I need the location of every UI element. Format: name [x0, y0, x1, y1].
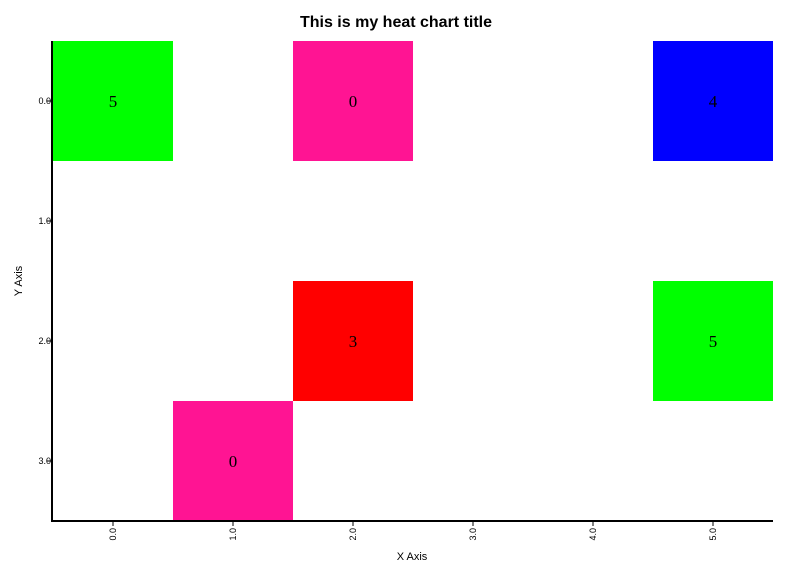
- cell-value-label: 0: [229, 452, 238, 471]
- y-ticks-layer: 0.0 1.0 2.0 3.0: [38, 96, 52, 466]
- x-tick-label: 2.0: [348, 528, 358, 541]
- x-tick-label: 4.0: [588, 528, 598, 541]
- cell-labels-layer: 5 0 4 3 5 0: [109, 92, 718, 471]
- heat-cell: [653, 41, 773, 161]
- cell-value-label: 5: [709, 332, 718, 351]
- cell-value-label: 5: [109, 92, 118, 111]
- heat-cell: [293, 281, 413, 401]
- y-tick-label: 2.0: [38, 336, 51, 346]
- heat-cell: [53, 41, 173, 161]
- cell-value-label: 3: [349, 332, 358, 351]
- cell-value-label: 4: [709, 92, 718, 111]
- x-ticks-layer: 0.0 1.0 2.0 3.0 4.0 5.0: [108, 521, 718, 541]
- y-tick-label: 0.0: [38, 96, 51, 106]
- chart-title: This is my heat chart title: [300, 14, 492, 31]
- x-axis-label: X Axis: [397, 551, 428, 563]
- x-tick-label: 0.0: [108, 528, 118, 541]
- heat-cell: [653, 281, 773, 401]
- heat-cell: [173, 401, 293, 521]
- heat-cell: [293, 41, 413, 161]
- x-tick-label: 3.0: [468, 528, 478, 541]
- x-tick-label: 5.0: [708, 528, 718, 541]
- cells-layer: [53, 41, 773, 521]
- y-axis-label: Y Axis: [13, 265, 25, 296]
- y-tick-label: 3.0: [38, 456, 51, 466]
- cell-value-label: 0: [349, 92, 358, 111]
- x-tick-label: 1.0: [228, 528, 238, 541]
- y-tick-label: 1.0: [38, 216, 51, 226]
